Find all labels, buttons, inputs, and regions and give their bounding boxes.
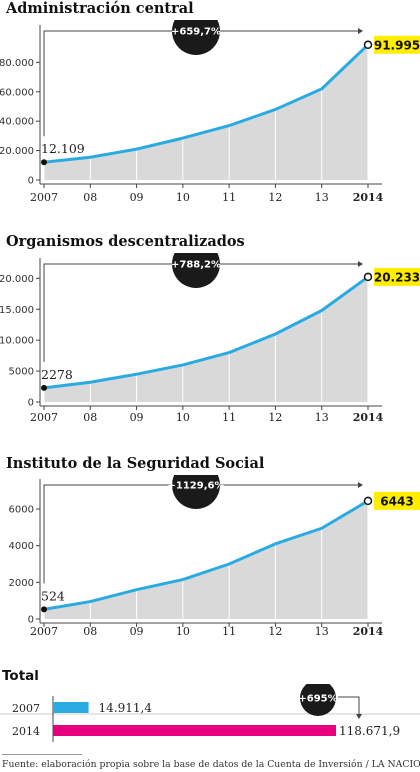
start-point bbox=[41, 606, 47, 613]
series-line bbox=[43, 499, 369, 611]
y-tick-label: 4000 bbox=[9, 541, 34, 552]
y-tick-label: 0 bbox=[28, 615, 34, 626]
bar bbox=[53, 702, 89, 713]
end-point bbox=[363, 40, 373, 50]
x-tick-label: 2007 bbox=[30, 411, 58, 424]
x-tick-label: 2014 bbox=[353, 625, 384, 638]
growth-bracket bbox=[43, 484, 358, 584]
panel-title-instituto-seguridad-social: Instituto de la Seguridad Social bbox=[6, 455, 265, 472]
start-value-label: 12.109 bbox=[41, 141, 85, 156]
growth-badge-label: +788,2% bbox=[171, 260, 221, 271]
x-tick-label: 12 bbox=[268, 191, 282, 204]
x-tick-label: 2014 bbox=[353, 411, 384, 424]
x-tick-label: 09 bbox=[130, 625, 144, 638]
start-value-label: 2278 bbox=[41, 367, 73, 382]
start-value-label: 524 bbox=[41, 588, 65, 603]
growth-badge bbox=[172, 20, 220, 55]
y-tick-label: 10.000 bbox=[0, 336, 34, 347]
y-tick-label: 15.000 bbox=[0, 305, 34, 316]
x-tick-label: 2007 bbox=[30, 625, 58, 638]
x-tick-label: 10 bbox=[176, 411, 190, 424]
x-tick-label: 08 bbox=[83, 411, 97, 424]
total-growth-badge-label: +695% bbox=[298, 694, 337, 705]
x-tick-label: 08 bbox=[83, 625, 97, 638]
x-tick-label: 13 bbox=[315, 191, 329, 204]
source-note: Fuente: elaboración propia sobre la base… bbox=[2, 759, 420, 770]
x-tick-label: 11 bbox=[222, 625, 236, 638]
growth-arrow-head bbox=[358, 28, 363, 34]
x-tick-label: 08 bbox=[83, 191, 97, 204]
source-divider bbox=[2, 754, 82, 755]
y-tick-label: 80.000 bbox=[0, 58, 34, 69]
x-tick-label: 2014 bbox=[353, 191, 384, 204]
y-tick-label: 2000 bbox=[9, 578, 34, 589]
growth-bracket bbox=[43, 263, 358, 362]
y-tick-label: 0 bbox=[28, 176, 34, 187]
end-label-highlight bbox=[374, 491, 420, 510]
end-value-label: 20.233 bbox=[374, 270, 420, 284]
y-tick-label: 5000 bbox=[9, 367, 34, 378]
growth-badge bbox=[172, 253, 220, 288]
end-value-label: 91.995 bbox=[374, 38, 420, 52]
end-point bbox=[363, 272, 373, 282]
chart-instituto-seguridad-social: 0 2000 4000 6000 2007 08 09 10 11 12 13 2014 524 6443… bbox=[9, 475, 420, 638]
bar bbox=[53, 725, 336, 736]
start-point bbox=[41, 159, 47, 166]
chart-total: 2007 14.911,4 2014 118.671,9 +695% bbox=[0, 684, 420, 742]
x-tick-label: 11 bbox=[222, 191, 236, 204]
growth-arrow-head bbox=[358, 261, 363, 267]
growth-badge-label: +659,7% bbox=[171, 27, 221, 38]
x-tick-label: 13 bbox=[315, 625, 329, 638]
area-fill bbox=[44, 276, 368, 402]
total-title: Total bbox=[2, 668, 39, 684]
growth-bracket bbox=[43, 30, 358, 137]
chart-administracion-central: 0 20.000 40.000 60.000 80.000 2007 08 09 10 11 12 1… bbox=[0, 20, 420, 204]
x-tick-label: 2007 bbox=[30, 191, 58, 204]
x-tick-label: 09 bbox=[130, 411, 144, 424]
x-tick-label: 12 bbox=[268, 411, 282, 424]
bar-value-label: 14.911,4 bbox=[99, 701, 153, 715]
panel-title-administracion-central: Administración central bbox=[6, 0, 194, 17]
y-tick-label: 20.000 bbox=[0, 274, 34, 285]
y-tick-label: 20.000 bbox=[0, 146, 34, 157]
x-tick-label: 11 bbox=[222, 411, 236, 424]
growth-arrow-head bbox=[358, 482, 363, 488]
area-fill bbox=[44, 500, 368, 619]
x-tick-label: 09 bbox=[130, 191, 144, 204]
start-point bbox=[41, 384, 47, 391]
chart-organismos-descentralizados: 0 5000 10.000 15.000 20.000 2007 08 09 10 11 12 13 2… bbox=[0, 253, 420, 424]
x-tick-label: 13 bbox=[315, 411, 329, 424]
end-value-label: 6443 bbox=[380, 494, 413, 508]
total-growth-badge bbox=[300, 684, 336, 716]
total-growth-arrow-head bbox=[356, 714, 362, 719]
area-fill bbox=[44, 44, 368, 180]
x-tick-label: 10 bbox=[176, 191, 190, 204]
panel-title-organismos-descentralizados: Organismos descentralizados bbox=[6, 233, 245, 250]
growth-badge bbox=[172, 475, 220, 509]
growth-badge-label: +1129,6% bbox=[168, 481, 225, 492]
x-tick-label: 10 bbox=[176, 625, 190, 638]
y-tick-label: 0 bbox=[28, 398, 34, 409]
end-point bbox=[363, 496, 373, 506]
y-tick-label: 6000 bbox=[9, 505, 34, 516]
total-growth-bracket bbox=[338, 696, 360, 714]
end-label-highlight bbox=[374, 35, 420, 54]
bar-year-label: 2014 bbox=[12, 725, 40, 738]
end-label-highlight bbox=[374, 267, 420, 286]
bar-year-label: 2007 bbox=[12, 702, 40, 715]
y-tick-label: 60.000 bbox=[0, 87, 34, 98]
series-line bbox=[43, 43, 370, 164]
series-line bbox=[43, 275, 369, 390]
x-tick-label: 12 bbox=[268, 625, 282, 638]
y-tick-label: 40.000 bbox=[0, 117, 34, 128]
bar-value-label: 118.671,9 bbox=[339, 724, 400, 738]
